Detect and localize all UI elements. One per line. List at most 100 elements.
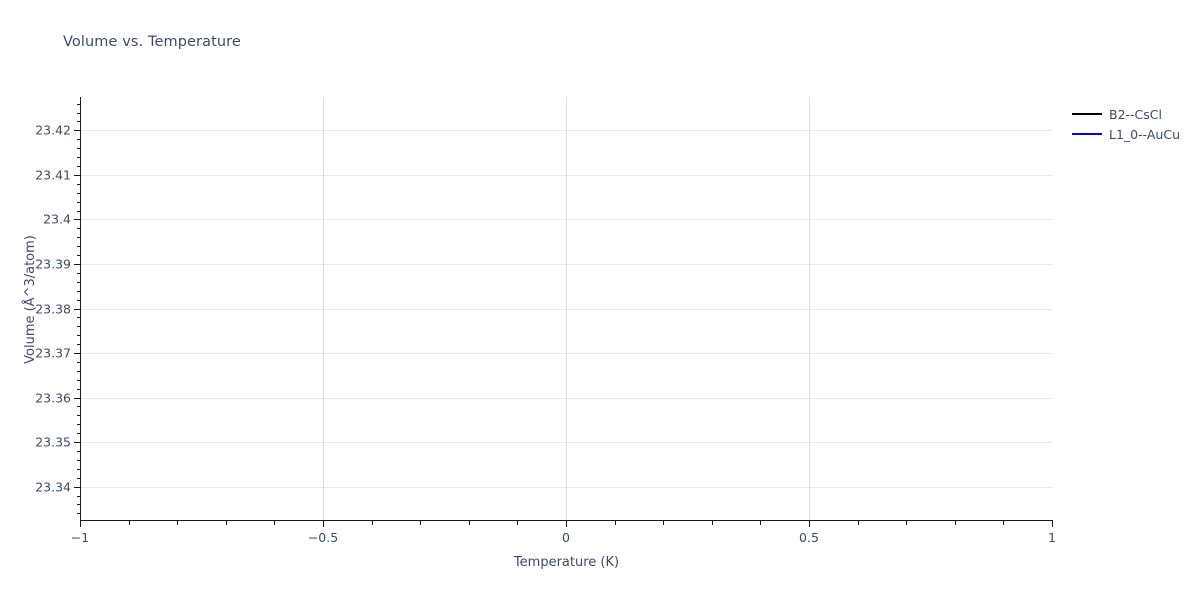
y-tick-minor [76, 166, 80, 168]
x-tick-minor [225, 521, 227, 525]
x-tick-label: −0.5 [307, 530, 339, 545]
y-tick-minor [76, 299, 80, 301]
y-tick-major [74, 442, 80, 444]
x-tick-minor [954, 521, 956, 525]
legend-item[interactable]: B2--CsCl [1072, 105, 1200, 123]
y-tick-minor [76, 388, 80, 390]
gridline-vertical [323, 97, 324, 520]
y-axis-title: Volume (Å^3/atom) [23, 235, 38, 364]
x-tick-minor [760, 521, 762, 525]
x-tick-minor [517, 521, 519, 525]
y-tick-minor [76, 139, 80, 141]
x-tick-major [1052, 521, 1053, 527]
plot-area[interactable] [80, 97, 1052, 520]
y-tick-minor [76, 228, 80, 230]
y-tick-minor [76, 103, 80, 105]
y-tick-minor [76, 513, 80, 515]
x-tick-minor [711, 521, 713, 525]
y-tick-minor [76, 504, 80, 506]
chart-legend: B2--CsCl L1_0--AuCu [1072, 105, 1200, 145]
y-tick-label: 23.42 [35, 122, 71, 138]
x-tick-minor [906, 521, 908, 525]
legend-item[interactable]: L1_0--AuCu [1072, 125, 1200, 143]
y-tick-minor [76, 326, 80, 328]
x-tick-label: 0.5 [799, 530, 819, 545]
x-tick-minor [274, 521, 276, 525]
legend-label: B2--CsCl [1109, 106, 1162, 122]
y-tick-minor [76, 272, 80, 274]
y-tick-minor [76, 335, 80, 337]
x-tick-minor [128, 521, 130, 525]
y-tick-minor [76, 148, 80, 150]
y-tick-minor [76, 157, 80, 159]
x-axis-spine [80, 520, 1053, 521]
x-tick-minor [177, 521, 179, 525]
gridline-vertical [809, 97, 810, 520]
y-tick-minor [76, 290, 80, 292]
y-tick-major [74, 486, 80, 488]
y-tick-major [74, 308, 80, 310]
y-tick-minor [76, 450, 80, 452]
y-tick-major [74, 353, 80, 355]
y-tick-minor [76, 192, 80, 194]
x-tick-minor [663, 521, 665, 525]
x-tick-minor [614, 521, 616, 525]
y-tick-minor [76, 112, 80, 114]
y-tick-minor [76, 183, 80, 185]
y-tick-minor [76, 246, 80, 248]
y-tick-label: 23.4 [43, 211, 71, 227]
y-tick-minor [76, 344, 80, 346]
y-tick-label: 23.37 [35, 345, 71, 361]
y-tick-label: 23.35 [35, 434, 71, 450]
y-tick-major [74, 397, 80, 399]
x-tick-major [809, 521, 810, 527]
y-tick-minor [76, 317, 80, 319]
legend-line-swatch [1072, 132, 1102, 136]
y-tick-label: 23.39 [35, 256, 71, 272]
y-tick-minor [76, 477, 80, 479]
x-tick-label: 0 [562, 530, 570, 545]
y-tick-minor [76, 406, 80, 408]
y-tick-label: 23.34 [35, 479, 71, 495]
y-axis-spine [74, 97, 81, 521]
y-axis-tick-labels: 23.34 23.35 23.36 23.37 23.38 23.39 23.4 23.41 2… [0, 97, 71, 520]
x-tick-minor [420, 521, 422, 525]
y-tick-minor [76, 201, 80, 203]
gridline-vertical [566, 97, 567, 520]
x-axis-title: Temperature (K) [513, 555, 620, 570]
y-tick-major [74, 174, 80, 176]
y-tick-major [74, 130, 80, 132]
y-tick-minor [76, 468, 80, 470]
x-tick-label: −1 [70, 530, 90, 545]
x-axis-ticks [80, 521, 1053, 529]
y-tick-major [74, 263, 80, 265]
y-tick-label: 23.38 [35, 301, 71, 316]
legend-label: L1_0--AuCu [1109, 126, 1180, 142]
y-tick-minor [76, 121, 80, 123]
y-tick-minor [76, 237, 80, 239]
x-tick-minor [371, 521, 373, 525]
x-tick-minor [857, 521, 859, 525]
x-tick-label: 1 [1048, 530, 1056, 545]
y-tick-minor [76, 433, 80, 435]
y-tick-label: 23.36 [35, 390, 71, 406]
x-axis-tick-labels: −1 −0.5 0 0.5 1 [71, 530, 1056, 548]
x-tick-minor [468, 521, 470, 525]
x-tick-major [80, 521, 81, 527]
y-tick-minor [76, 495, 80, 497]
x-tick-major [566, 521, 567, 527]
y-tick-minor [76, 459, 80, 461]
y-tick-major [74, 219, 80, 221]
y-tick-minor [76, 361, 80, 363]
x-tick-minor [1003, 521, 1005, 525]
x-tick-major [323, 521, 324, 527]
y-tick-minor [76, 210, 80, 212]
chart-title: Volume vs. Temperature [63, 34, 241, 50]
y-tick-minor [76, 281, 80, 283]
y-tick-minor [76, 424, 80, 426]
y-tick-minor [76, 415, 80, 417]
legend-line-swatch [1072, 112, 1102, 116]
y-tick-minor [76, 370, 80, 372]
y-tick-minor [76, 379, 80, 381]
